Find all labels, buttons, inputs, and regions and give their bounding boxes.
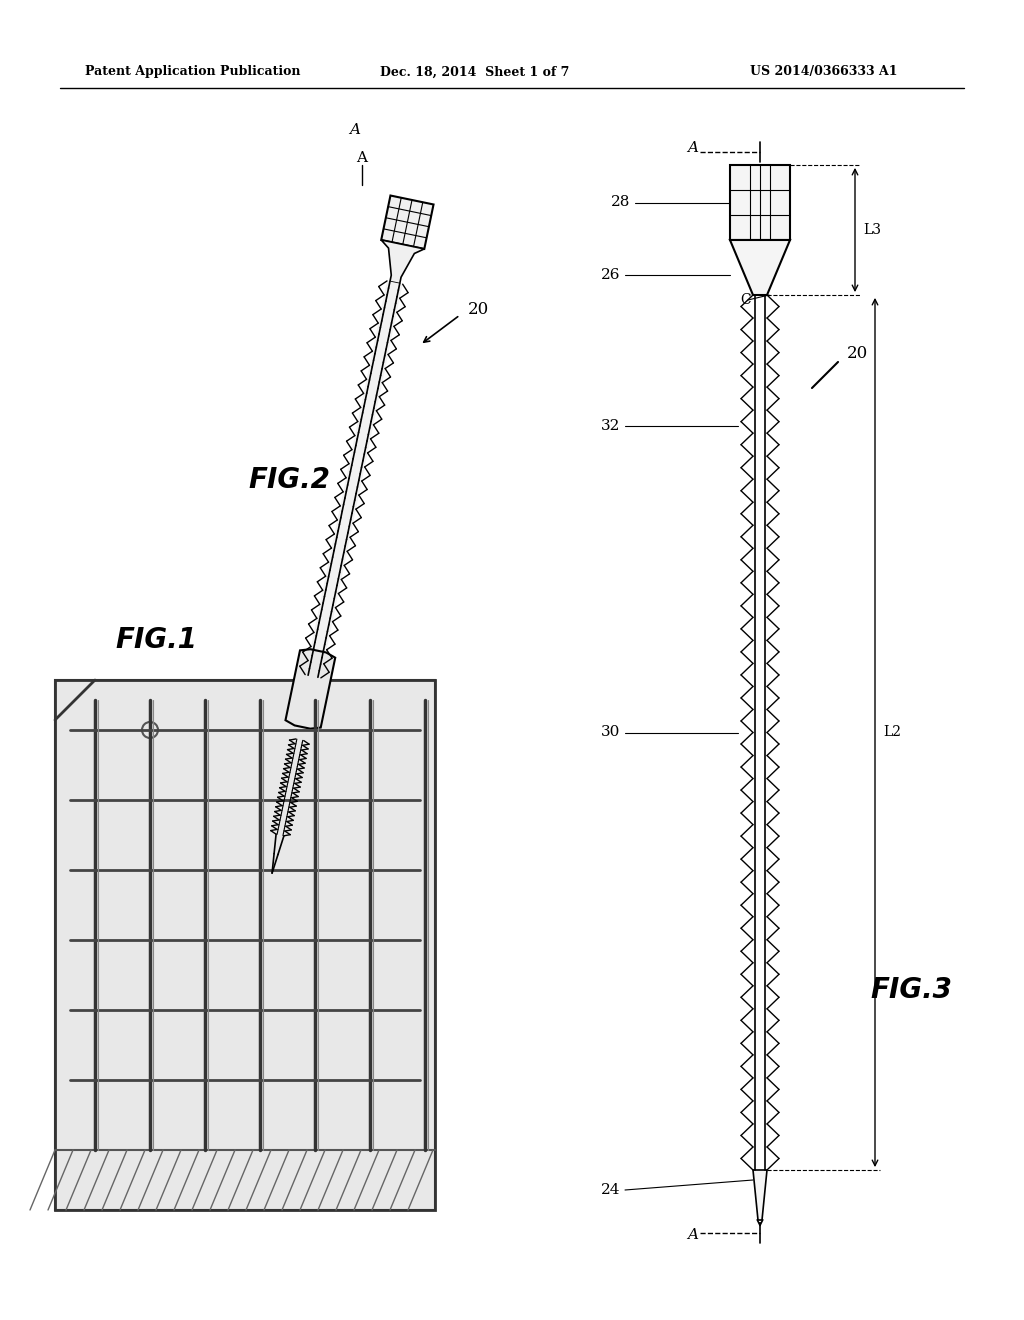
Polygon shape bbox=[305, 281, 402, 678]
Polygon shape bbox=[381, 240, 424, 284]
Text: 28: 28 bbox=[610, 195, 630, 210]
Polygon shape bbox=[730, 240, 790, 294]
Text: FIG.1: FIG.1 bbox=[115, 626, 197, 653]
Text: FIG.3: FIG.3 bbox=[870, 975, 952, 1005]
Polygon shape bbox=[381, 195, 433, 249]
Text: L3: L3 bbox=[863, 223, 881, 238]
Text: 24: 24 bbox=[600, 1183, 620, 1197]
Text: 30: 30 bbox=[601, 726, 620, 739]
Text: Patent Application Publication: Patent Application Publication bbox=[85, 66, 300, 78]
Text: Dec. 18, 2014  Sheet 1 of 7: Dec. 18, 2014 Sheet 1 of 7 bbox=[380, 66, 569, 78]
Text: A: A bbox=[356, 150, 368, 165]
Bar bbox=[55, 680, 435, 1210]
Bar bbox=[730, 165, 790, 240]
Text: 20: 20 bbox=[468, 301, 489, 318]
Text: US 2014/0366333 A1: US 2014/0366333 A1 bbox=[750, 66, 897, 78]
Text: 20: 20 bbox=[847, 345, 868, 362]
Text: FIG.2: FIG.2 bbox=[248, 466, 330, 494]
Text: A: A bbox=[687, 141, 698, 154]
Text: 26: 26 bbox=[600, 268, 620, 282]
Text: 32: 32 bbox=[601, 420, 620, 433]
Bar bbox=[55, 680, 435, 1210]
Text: C: C bbox=[740, 293, 751, 308]
Text: L2: L2 bbox=[883, 726, 901, 739]
Polygon shape bbox=[753, 1170, 767, 1220]
Text: A: A bbox=[687, 1228, 698, 1242]
Polygon shape bbox=[286, 649, 335, 729]
Text: A: A bbox=[349, 123, 360, 137]
